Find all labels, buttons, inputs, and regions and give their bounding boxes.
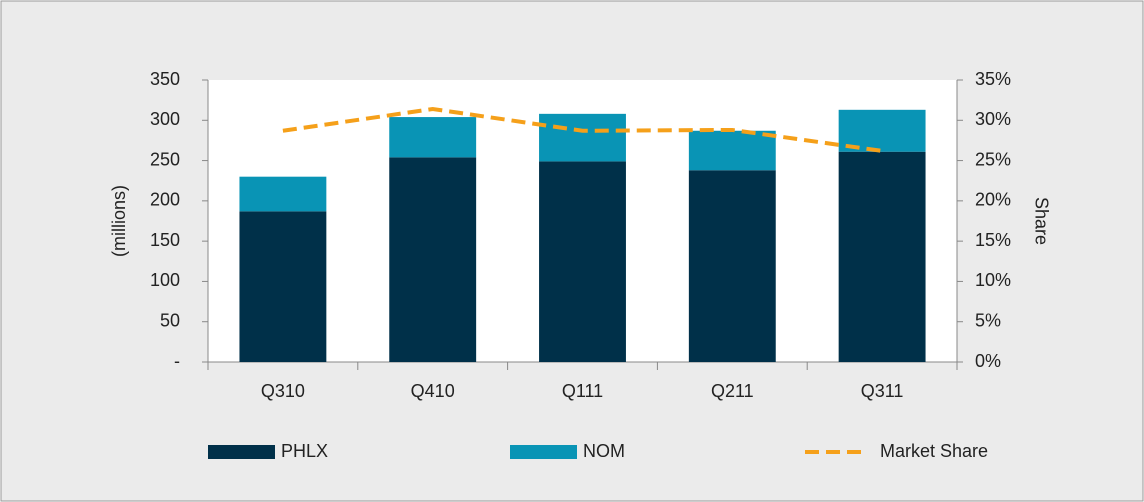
legend-label: NOM (583, 441, 625, 461)
y-tick-label: 50 (160, 310, 180, 330)
y2-tick-label: 15% (975, 230, 1011, 250)
y2-tick-label: 25% (975, 149, 1011, 169)
y2-axis-label: Share (1031, 197, 1051, 245)
legend-label: Market Share (880, 441, 988, 461)
y2-tick-label: 20% (975, 190, 1011, 210)
y-tick-label: 350 (150, 69, 180, 89)
x-tick-label: Q111 (562, 381, 603, 401)
x-tick-label: Q310 (261, 381, 305, 401)
y-tick-label: 250 (150, 149, 180, 169)
y-axis-label: (millions) (109, 185, 129, 257)
bar (838, 109, 926, 152)
y2-tick-label: 35% (975, 69, 1011, 89)
x-tick-label: Q410 (411, 381, 455, 401)
bar (688, 170, 776, 362)
bar (838, 151, 926, 362)
line (282, 106, 883, 153)
y2-tick-label: 5% (975, 310, 1001, 330)
bar (239, 211, 327, 362)
legend-swatch (208, 445, 275, 459)
x-tick-label: Q211 (711, 381, 754, 401)
y2-tick-label: 10% (975, 270, 1011, 290)
bar (239, 176, 327, 212)
y-tick-label: 300 (150, 109, 180, 129)
bar (539, 161, 626, 362)
bar (389, 117, 477, 158)
y-tick-label: - (174, 351, 180, 371)
y-tick-label: 200 (150, 190, 180, 210)
legend-label: PHLX (281, 441, 328, 461)
y-tick-label: 100 (150, 270, 180, 290)
y2-tick-label: 0% (975, 351, 1001, 371)
legend-swatch (510, 445, 577, 459)
x-tick-label: Q311 (861, 381, 904, 401)
bar (688, 130, 776, 171)
y-tick-label: 150 (150, 230, 180, 250)
bar (539, 113, 626, 162)
y2-tick-label: 30% (975, 109, 1011, 129)
bar (389, 157, 477, 362)
